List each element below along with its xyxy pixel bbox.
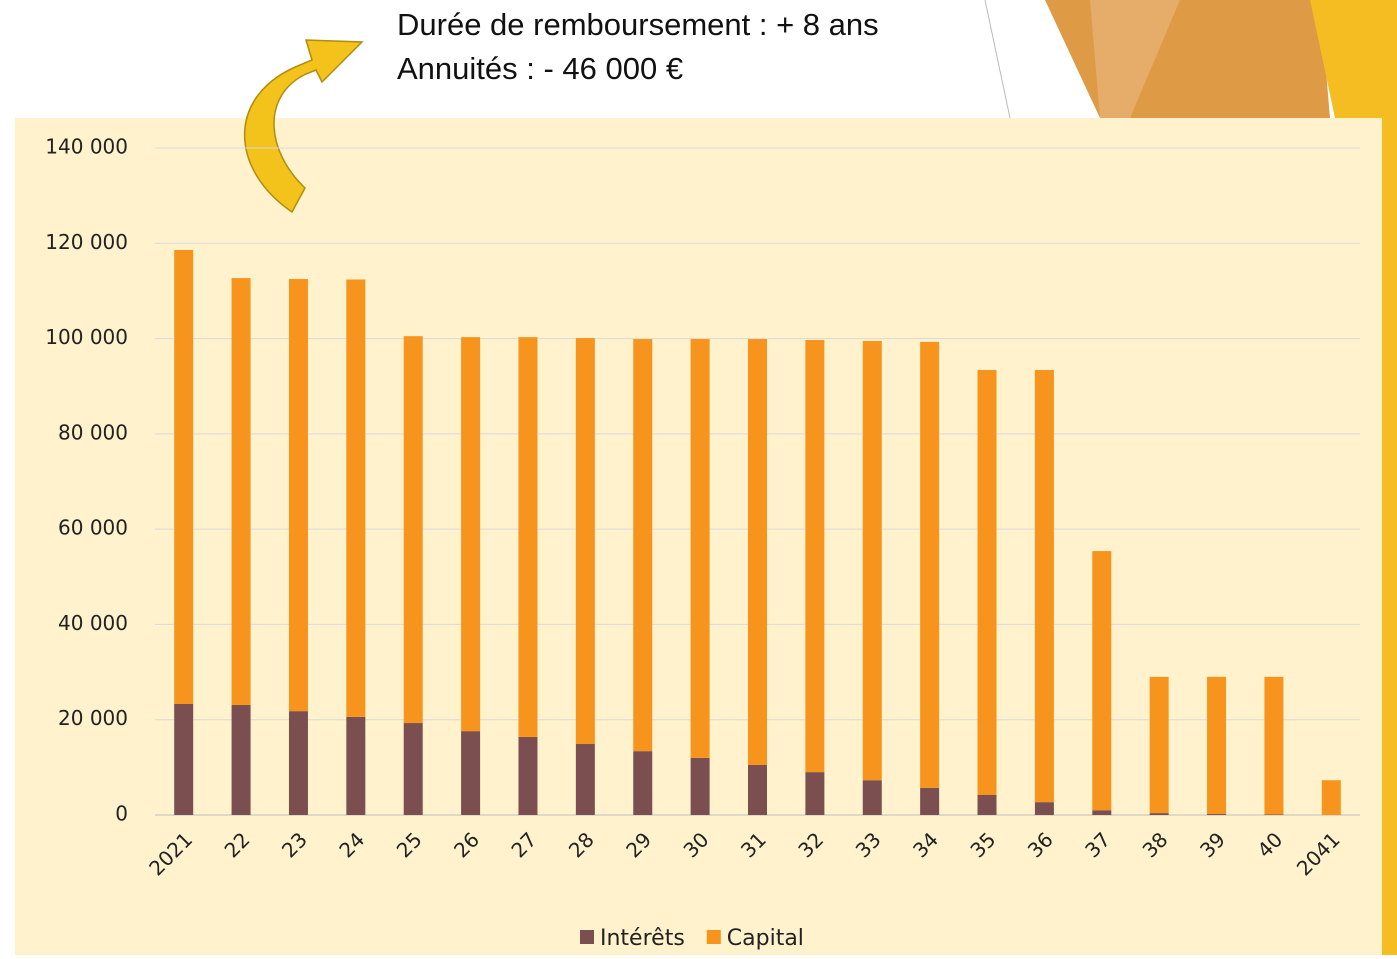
bar-segment — [518, 337, 537, 737]
bar-segment — [576, 744, 595, 815]
bar-segment — [1322, 780, 1341, 815]
bar-segment — [518, 737, 537, 815]
bar-segment — [232, 278, 251, 705]
bar-segment — [863, 341, 882, 780]
y-tick-label: 120 000 — [45, 230, 128, 254]
bar-segment — [232, 705, 251, 815]
bar-segment — [174, 250, 193, 704]
bar-segment — [1035, 370, 1054, 802]
bar-segment — [404, 336, 423, 723]
bar-segment — [461, 337, 480, 731]
y-tick-label: 0 — [115, 802, 128, 826]
bar-segment — [863, 780, 882, 815]
bar-segment — [920, 788, 939, 815]
bar-segment — [748, 765, 767, 815]
bar-segment — [576, 338, 595, 744]
bar-segment — [805, 340, 824, 772]
bar-segment — [691, 339, 710, 758]
decoration — [1380, 118, 1397, 955]
y-tick-label: 80 000 — [58, 420, 128, 444]
legend-label: Intérêts — [600, 926, 685, 951]
bar-segment — [691, 758, 710, 815]
y-tick-label: 60 000 — [58, 516, 128, 540]
bar-segment — [1092, 810, 1111, 815]
bar-segment — [633, 339, 652, 751]
bar-segment — [461, 731, 480, 815]
bar-segment — [289, 279, 308, 711]
bar-segment — [289, 711, 308, 815]
bar-segment — [1264, 677, 1283, 815]
bar-segment — [1150, 813, 1169, 815]
y-tick-label: 20 000 — [58, 706, 128, 730]
bar-segment — [633, 751, 652, 815]
legend-swatch — [580, 930, 594, 944]
bar-segment — [920, 342, 939, 788]
bar-segment — [748, 339, 767, 765]
annotation: Annuités : - 46 000 € — [397, 51, 683, 86]
legend-swatch — [707, 930, 721, 944]
annotation: Durée de remboursement : + 8 ans — [397, 7, 879, 42]
y-tick-label: 100 000 — [45, 325, 128, 349]
bar-segment — [404, 723, 423, 815]
bar-segment — [978, 795, 997, 815]
bar-segment — [805, 772, 824, 815]
bar-segment — [346, 717, 365, 815]
bar-segment — [978, 370, 997, 795]
bar-segment — [1150, 677, 1169, 813]
bar-segment — [174, 704, 193, 815]
bar-segment — [1035, 802, 1054, 815]
bar-segment — [1207, 677, 1226, 814]
y-tick-label: 40 000 — [58, 611, 128, 635]
decoration — [985, 0, 1010, 118]
legend-label: Capital — [727, 926, 804, 951]
decoration — [1045, 0, 1330, 118]
y-tick-label: 140 000 — [45, 135, 128, 159]
bar-segment — [1207, 814, 1226, 815]
bar-segment — [346, 279, 365, 716]
bar-segment — [1092, 551, 1111, 810]
